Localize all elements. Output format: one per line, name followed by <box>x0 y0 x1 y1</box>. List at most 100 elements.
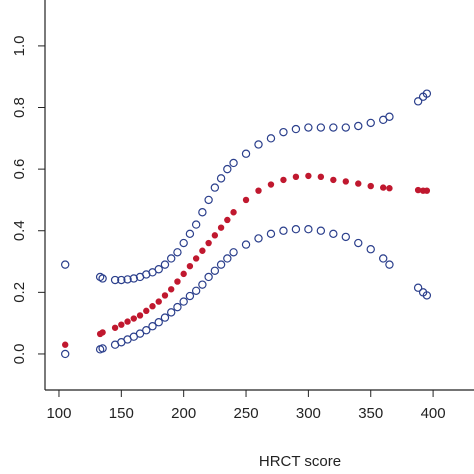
point <box>422 89 432 98</box>
x-tick-label: 300 <box>296 405 321 422</box>
x-tick-label: 250 <box>234 405 259 422</box>
x-tick-label: 350 <box>358 405 383 422</box>
point <box>230 209 237 216</box>
point <box>354 238 363 248</box>
point <box>279 226 288 235</box>
point <box>61 260 70 269</box>
y-tick-label: 0.0 <box>11 344 28 365</box>
point <box>180 270 187 278</box>
point <box>168 286 175 293</box>
x-tick-label: 200 <box>171 405 196 422</box>
point <box>99 329 106 336</box>
point <box>117 275 126 285</box>
point <box>173 302 182 312</box>
point <box>366 118 375 128</box>
x-tick-label: 150 <box>109 405 134 422</box>
point <box>330 176 337 184</box>
point <box>355 180 362 187</box>
point <box>316 226 326 235</box>
point <box>167 254 176 263</box>
point <box>61 349 70 359</box>
point <box>354 121 363 131</box>
point <box>198 208 207 217</box>
point <box>199 247 206 254</box>
x-axis-label: HRCT score <box>259 453 341 470</box>
point <box>267 181 275 188</box>
y-tick-label: 0.6 <box>11 159 28 180</box>
point <box>154 318 163 327</box>
point <box>422 291 432 300</box>
point <box>317 173 325 181</box>
point <box>174 278 181 285</box>
point <box>386 185 393 192</box>
point <box>136 312 144 319</box>
point <box>342 178 349 185</box>
point <box>129 274 138 283</box>
point <box>185 229 195 239</box>
point <box>98 344 107 353</box>
point <box>124 318 131 325</box>
point <box>142 326 151 335</box>
point <box>413 97 423 106</box>
point <box>110 275 120 285</box>
x-tick-label: 100 <box>46 405 71 422</box>
point <box>167 308 176 317</box>
point <box>155 298 162 305</box>
point <box>210 183 220 192</box>
point <box>98 274 107 283</box>
point <box>366 245 375 254</box>
point <box>185 291 195 301</box>
point <box>385 112 394 121</box>
point <box>130 315 137 322</box>
y-tick-label: 0.2 <box>11 282 28 303</box>
point <box>304 224 313 234</box>
point <box>280 176 287 184</box>
point <box>255 187 262 194</box>
point <box>254 140 263 149</box>
point <box>423 187 431 194</box>
y-tick-label: 0.8 <box>11 97 28 118</box>
point <box>217 224 225 231</box>
point <box>210 266 220 275</box>
point <box>254 234 263 243</box>
point <box>149 303 156 310</box>
point <box>341 123 350 132</box>
point <box>329 123 338 132</box>
x-tick-label: 400 <box>421 405 446 422</box>
y-tick-label: 1.0 <box>11 35 28 56</box>
point <box>191 220 201 229</box>
point <box>305 172 312 180</box>
point <box>192 255 200 262</box>
point <box>291 224 301 234</box>
point <box>191 286 201 296</box>
point <box>123 275 132 284</box>
point <box>266 134 276 143</box>
point <box>211 232 219 239</box>
point <box>304 123 313 132</box>
point <box>154 265 163 274</box>
point <box>229 158 238 168</box>
point <box>204 272 213 282</box>
point <box>292 173 300 181</box>
point <box>198 280 207 289</box>
point <box>291 124 301 134</box>
point <box>111 324 119 331</box>
point <box>205 239 212 247</box>
point <box>341 232 350 242</box>
point <box>216 260 226 269</box>
point <box>385 260 394 269</box>
point <box>266 229 276 239</box>
point <box>216 174 226 183</box>
point <box>161 292 169 299</box>
y-tick-label: 0.4 <box>11 220 28 241</box>
point <box>367 182 374 190</box>
point <box>204 195 213 205</box>
point <box>241 149 251 158</box>
point <box>329 229 338 239</box>
point <box>242 196 250 204</box>
point <box>160 260 170 269</box>
point <box>160 313 170 322</box>
point <box>179 238 188 248</box>
point <box>186 262 194 270</box>
